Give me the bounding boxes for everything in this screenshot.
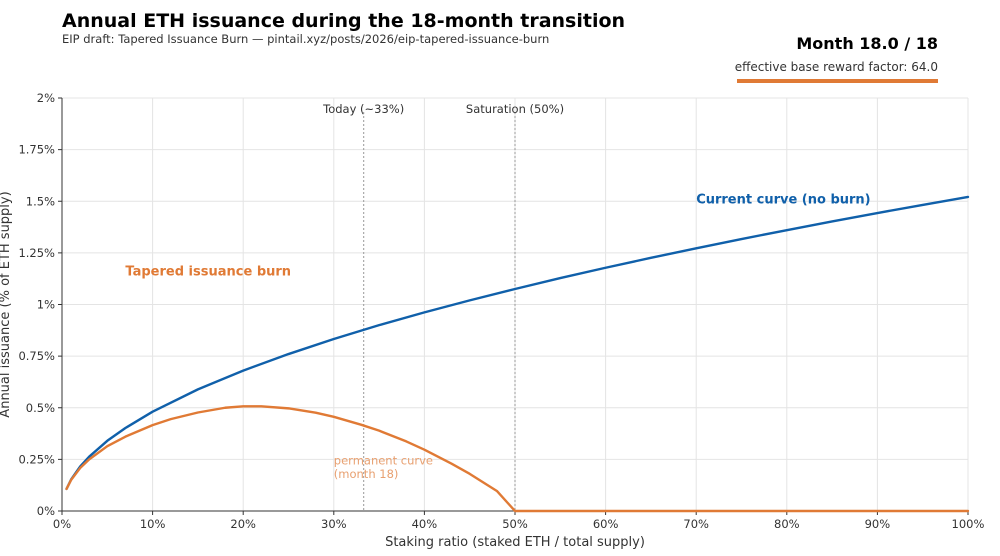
annotations: Current curve (no burn) Tapered issuance … xyxy=(125,192,870,481)
x-tick-label: 30% xyxy=(321,517,347,531)
chart-title: Annual ETH issuance during the 18-month … xyxy=(62,10,626,32)
annotation-label: Tapered issuance burn xyxy=(125,265,291,280)
x-axis-label: Staking ratio (staked ETH / total supply… xyxy=(385,535,645,550)
y-tick-label: 0% xyxy=(37,504,55,518)
x-tick-label: 40% xyxy=(412,517,438,531)
x-tick-label: 90% xyxy=(865,517,891,531)
y-tick-label: 1.25% xyxy=(18,246,55,260)
y-tick-label: 0.25% xyxy=(18,452,55,466)
reference-lines: Today (~33%) Saturation (50%) xyxy=(322,102,564,511)
y-tick-label: 0.5% xyxy=(26,401,55,415)
reference-line-label: Today (~33%) xyxy=(322,102,404,116)
y-tick-label: 0.75% xyxy=(18,349,55,363)
y-tick-label: 2% xyxy=(37,91,55,105)
y-tick-label: 1% xyxy=(37,298,55,312)
series-lines xyxy=(65,195,970,513)
x-tick-label: 10% xyxy=(140,517,166,531)
x-tick-label: 0% xyxy=(53,517,71,531)
y-tick-label: 1.5% xyxy=(26,194,55,208)
x-tick-label: 60% xyxy=(593,517,619,531)
month-indicator: Month 18.0 / 18 xyxy=(796,34,938,53)
x-tick-label: 100% xyxy=(952,517,985,531)
base-reward-factor-label: effective base reward factor: 64.0 xyxy=(734,60,938,74)
series-line xyxy=(65,195,970,491)
reference-line-label: Saturation (50%) xyxy=(466,102,564,116)
x-tick-label: 70% xyxy=(683,517,709,531)
x-tick-label: 80% xyxy=(774,517,800,531)
annotation-label: Current curve (no burn) xyxy=(696,192,870,207)
base-reward-factor-bar xyxy=(737,79,938,83)
y-tick-label: 1.75% xyxy=(18,143,55,157)
y-axis-label: Annual issuance (% of ETH supply) xyxy=(0,191,13,417)
axes: 0% 10% 20% 30% 40% 50% 60% 70% 80% 90% 100% 0% 0.25%… xyxy=(18,91,984,531)
x-tick-label: 50% xyxy=(502,517,528,531)
chart-subtitle: EIP draft: Tapered Issuance Burn — pinta… xyxy=(62,32,550,46)
x-tick-label: 20% xyxy=(230,517,256,531)
annotation-label: permanent curve xyxy=(334,454,433,468)
series-line xyxy=(65,405,970,513)
annotation-label: (month 18) xyxy=(334,467,399,481)
